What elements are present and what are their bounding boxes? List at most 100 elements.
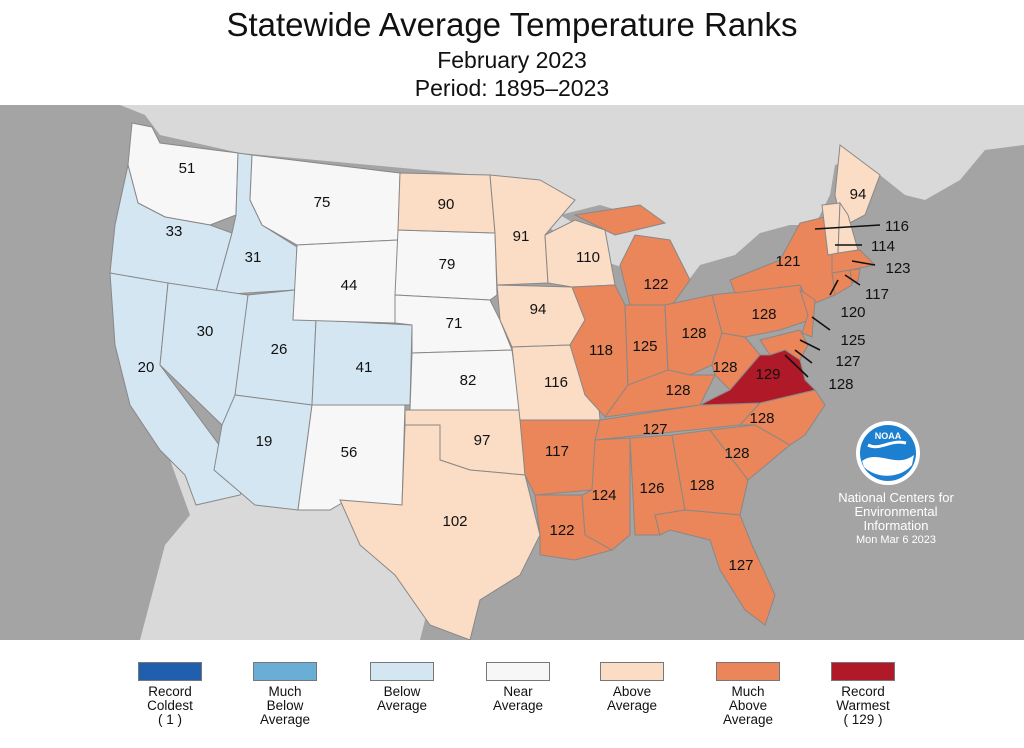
legend-label: Record Coldest ( 1 ) bbox=[147, 684, 193, 727]
map-title: Statewide Average Temperature Ranks bbox=[226, 6, 798, 43]
rank-md: 128 bbox=[828, 376, 853, 393]
rank-pa: 128 bbox=[751, 306, 776, 323]
us-temperature-map: 51 33 20 31 30 75 44 26 19 41 56 90 79 7… bbox=[0, 105, 1024, 640]
rank-mt: 75 bbox=[314, 194, 331, 211]
state-maine bbox=[834, 144, 881, 228]
noaa-logo-text: NOAA bbox=[875, 431, 902, 441]
rank-or: 33 bbox=[166, 223, 183, 240]
rank-az: 19 bbox=[256, 433, 273, 450]
state-texas bbox=[339, 424, 541, 640]
legend-swatch bbox=[138, 662, 202, 681]
rank-id: 31 bbox=[245, 249, 262, 266]
rank-nc: 128 bbox=[749, 410, 774, 427]
state-michigan-upper bbox=[573, 204, 667, 236]
rank-ks: 82 bbox=[460, 372, 477, 389]
legend-swatch bbox=[486, 662, 550, 681]
rank-sd: 79 bbox=[439, 256, 456, 273]
rank-ms: 124 bbox=[591, 487, 616, 504]
northeast-leader-lines bbox=[784, 224, 881, 378]
rank-nv: 30 bbox=[197, 323, 214, 340]
rank-ma: 123 bbox=[885, 260, 910, 277]
rank-nd: 90 bbox=[438, 196, 455, 213]
rank-mn: 91 bbox=[513, 228, 530, 245]
rank-la: 122 bbox=[549, 522, 574, 539]
state-georgia bbox=[671, 429, 749, 516]
rank-ut: 26 bbox=[271, 341, 288, 358]
rank-nm: 56 bbox=[341, 444, 358, 461]
rank-tn: 127 bbox=[642, 421, 667, 438]
legend-item-much-above: Much Above Average bbox=[693, 662, 803, 727]
rank-mo: 116 bbox=[544, 374, 568, 391]
rank-nj: 125 bbox=[840, 332, 865, 349]
rank-va: 129 bbox=[755, 366, 780, 383]
credit-line-3: Information bbox=[863, 518, 929, 533]
canada-landmass bbox=[120, 105, 1024, 285]
credit-date: Mon Mar 6 2023 bbox=[855, 534, 937, 546]
credit-line-1: National Centers for bbox=[838, 490, 954, 505]
legend-swatch bbox=[253, 662, 317, 681]
rank-co: 41 bbox=[356, 359, 373, 376]
rank-me: 94 bbox=[850, 186, 867, 203]
noaa-logo-swoosh bbox=[867, 440, 907, 449]
rank-wa: 51 bbox=[179, 160, 196, 177]
legend-item-below: Below Average bbox=[347, 662, 457, 713]
title-block: Statewide Average Temperature Ranks Febr… bbox=[0, 0, 1024, 105]
rank-ia: 94 bbox=[530, 301, 547, 318]
legend-swatch bbox=[716, 662, 780, 681]
legend-swatch bbox=[600, 662, 664, 681]
rank-ca: 20 bbox=[138, 359, 155, 376]
rank-in: 125 bbox=[632, 338, 657, 355]
rank-ga: 128 bbox=[689, 477, 714, 494]
rank-ny: 121 bbox=[775, 253, 800, 270]
legend-swatch bbox=[831, 662, 895, 681]
rank-ct: 120 bbox=[840, 304, 865, 321]
rank-fl: 127 bbox=[728, 557, 753, 574]
state-mississippi bbox=[581, 437, 631, 551]
ncei-credit: National Centers for Environmental Infor… bbox=[826, 491, 966, 547]
rank-al: 126 bbox=[639, 480, 664, 497]
rank-oh: 128 bbox=[681, 325, 706, 342]
state-virginia bbox=[699, 349, 816, 406]
state-rank-labels: 51 33 20 31 30 75 44 26 19 41 56 90 79 7… bbox=[138, 160, 911, 574]
rank-ne: 71 bbox=[446, 315, 463, 332]
legend-item-above: Above Average bbox=[577, 662, 687, 713]
rank-wy: 44 bbox=[341, 277, 358, 294]
legend-item-near: Near Average bbox=[463, 662, 573, 713]
rank-ky: 128 bbox=[665, 382, 690, 399]
rank-sc: 128 bbox=[724, 445, 749, 462]
state-new-jersey bbox=[799, 288, 816, 338]
rank-wv: 128 bbox=[712, 359, 737, 376]
rank-ri: 117 bbox=[865, 286, 889, 303]
legend-label: Record Warmest ( 129 ) bbox=[836, 684, 890, 727]
rank-wi: 110 bbox=[576, 249, 600, 266]
rank-mi: 122 bbox=[643, 276, 668, 293]
legend-label: Above Average bbox=[606, 684, 658, 713]
legend-label: Near Average bbox=[492, 684, 544, 713]
map-period: Period: 1895–2023 bbox=[414, 75, 610, 101]
rank-tx: 102 bbox=[442, 513, 467, 530]
legend-label: Much Above Average bbox=[722, 684, 774, 727]
rank-il: 118 bbox=[589, 342, 613, 359]
legend-label: Below Average bbox=[376, 684, 428, 713]
legend: Record Coldest ( 1 ) Much Below Average … bbox=[0, 640, 1024, 748]
noaa-logo: NOAA bbox=[856, 421, 920, 485]
credit-line-2: Environmental bbox=[854, 504, 938, 519]
rank-de: 127 bbox=[835, 353, 860, 370]
legend-swatch bbox=[370, 662, 434, 681]
legend-label: Much Below Average bbox=[259, 684, 311, 727]
legend-item-record-coldest: Record Coldest ( 1 ) bbox=[115, 662, 225, 727]
state-arkansas bbox=[519, 419, 601, 496]
noaa-logo-bird bbox=[862, 455, 914, 476]
state-florida bbox=[654, 509, 776, 626]
mexico-landmass bbox=[140, 460, 430, 640]
state-new-hampshire bbox=[837, 201, 859, 254]
map-subtitle: February 2023 bbox=[437, 47, 587, 73]
legend-item-record-warmest: Record Warmest ( 129 ) bbox=[808, 662, 918, 727]
rank-nh: 114 bbox=[871, 238, 895, 255]
rank-ar: 117 bbox=[545, 443, 569, 460]
rank-ok: 97 bbox=[474, 432, 491, 449]
baja-peninsula bbox=[198, 505, 250, 640]
rank-vt: 116 bbox=[885, 218, 909, 235]
legend-item-much-below: Much Below Average bbox=[230, 662, 340, 727]
state-kentucky bbox=[603, 369, 716, 418]
